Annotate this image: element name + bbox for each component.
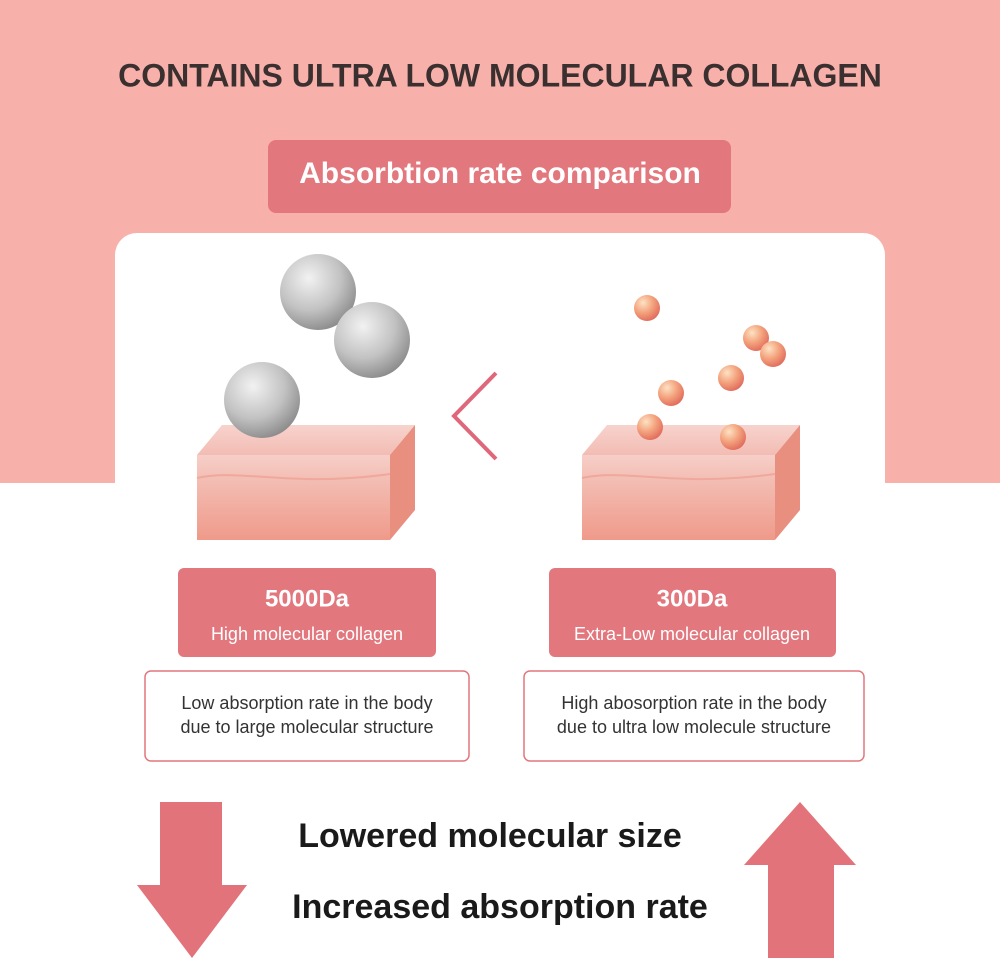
right-description: due to ultra low molecule structure	[557, 717, 831, 737]
down-arrow	[137, 802, 247, 958]
right-size: 300Da	[657, 585, 728, 612]
right-label-box	[549, 568, 836, 657]
title: CONTAINS ULTRA LOW MOLECULAR COLLAGEN	[118, 57, 882, 93]
small-molecules	[634, 295, 786, 450]
skin-left	[196, 425, 415, 540]
left-description: Low absorption rate in the body	[181, 693, 432, 713]
left-size: 5000Da	[265, 585, 350, 612]
left-label: High molecular collagen	[211, 624, 403, 644]
right-description-box	[523, 670, 865, 762]
left-description: due to large molecular structure	[180, 717, 433, 737]
footer-line: Increased absorption rate	[292, 888, 708, 926]
badge-text: Absorbtion rate comparison	[299, 157, 701, 190]
left-label-box	[178, 568, 436, 657]
large-molecules	[224, 254, 410, 438]
up-arrow	[744, 802, 856, 958]
badge	[268, 140, 731, 213]
left-description-box	[144, 670, 470, 762]
right-label: Extra-Low molecular collagen	[574, 624, 810, 644]
footer-line: Lowered molecular size	[298, 817, 682, 855]
right-description: High abosorption rate in the body	[561, 693, 826, 713]
skin-right	[581, 425, 800, 540]
less-than-sign	[451, 371, 498, 461]
